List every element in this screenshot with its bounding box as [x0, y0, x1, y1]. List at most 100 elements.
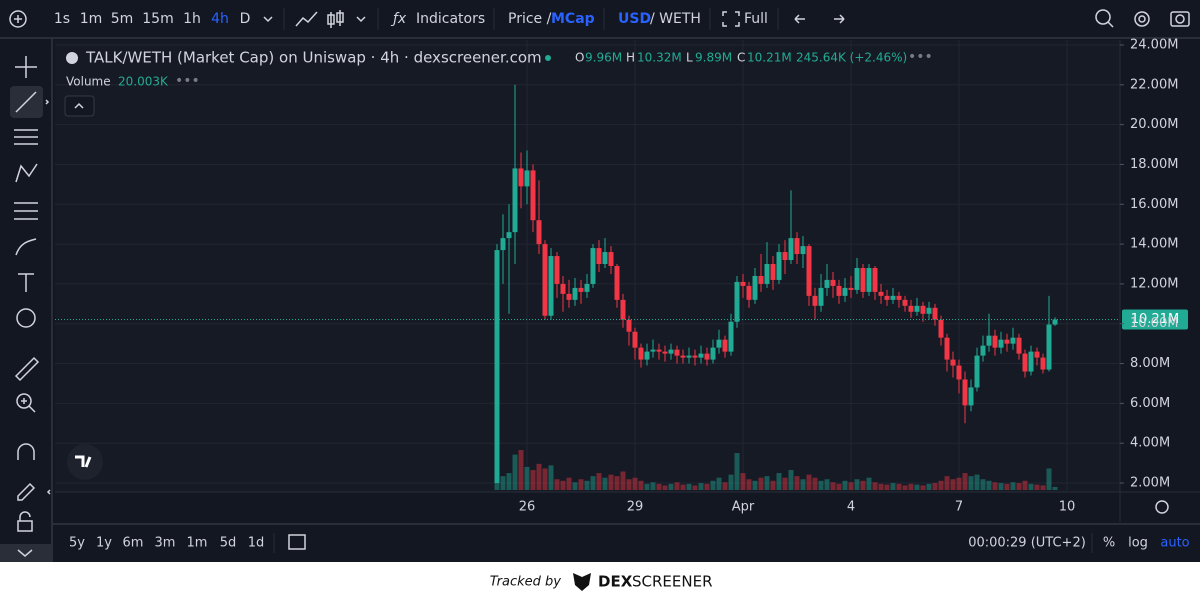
camera-icon[interactable]	[1170, 11, 1190, 27]
candle-body	[1034, 351, 1040, 358]
candle-body	[854, 267, 860, 290]
stay-drawing-tool[interactable]	[17, 482, 36, 501]
candle-body	[764, 264, 770, 284]
volume-bar	[962, 473, 968, 490]
interval-menu[interactable]	[263, 16, 273, 23]
volume-bar	[542, 468, 548, 490]
volume-bar	[896, 483, 902, 490]
candle-body	[1040, 357, 1046, 370]
range-button[interactable]: 5d	[220, 536, 237, 551]
emoji-tool[interactable]	[16, 308, 36, 328]
candle-body	[752, 275, 758, 300]
volume-bar	[698, 483, 704, 490]
brush-tool[interactable]	[15, 238, 37, 256]
goto-date-icon[interactable]	[288, 534, 306, 550]
volume-bar	[788, 470, 794, 490]
line-chart-icon[interactable]	[295, 11, 318, 27]
price-toggle[interactable]: Price /	[508, 11, 552, 27]
chart-type-menu[interactable]	[356, 16, 366, 23]
volume-bar	[998, 483, 1004, 490]
fullscreen[interactable]: Full	[744, 11, 768, 27]
zoom-tool[interactable]	[16, 393, 32, 409]
volume-bar	[518, 450, 524, 490]
undo[interactable]	[794, 14, 805, 24]
volume-bar	[920, 485, 926, 490]
lock-tool[interactable]	[17, 520, 33, 532]
range-button[interactable]: 3m	[155, 536, 176, 551]
candle-body	[1010, 337, 1016, 344]
zoom-plus	[21, 398, 36, 413]
close-label: C	[737, 51, 745, 65]
settings-icon[interactable]	[1134, 11, 1150, 27]
mcap-toggle[interactable]: MCap	[551, 11, 595, 27]
candle-body	[938, 319, 944, 338]
interval[interactable]: 4h	[211, 11, 229, 27]
volume-bar	[818, 480, 824, 490]
interval[interactable]: 1m	[80, 11, 103, 27]
volume-more[interactable]: •••	[175, 73, 200, 89]
candle-body	[908, 305, 914, 312]
plot-area	[55, 40, 1120, 492]
scale-option[interactable]: auto	[1160, 536, 1189, 551]
live-dot	[545, 55, 551, 61]
fullscreen-icon[interactable]	[722, 11, 740, 27]
range-button[interactable]: 1y	[96, 536, 112, 551]
y-tick-label: 6.00M	[1130, 396, 1170, 411]
candle-body	[530, 170, 536, 221]
range-button[interactable]: 1d	[248, 536, 265, 551]
volume-value: 20.003K	[118, 75, 169, 89]
collapse-legend[interactable]	[64, 95, 95, 117]
screenshot-search-icon[interactable]	[1095, 9, 1111, 25]
interval[interactable]: 15m	[142, 11, 173, 27]
volume-bar	[908, 483, 914, 490]
volume-bar	[1004, 483, 1010, 490]
volume-bar	[938, 480, 944, 490]
add-symbol-icon[interactable]	[9, 10, 27, 28]
candle-chart-icon[interactable]	[327, 10, 344, 28]
camera-lens	[1175, 14, 1185, 24]
legend-more[interactable]: •••	[908, 49, 933, 65]
fib-tool[interactable]	[14, 129, 38, 145]
range-button[interactable]: 5y	[69, 536, 85, 551]
axis-settings[interactable]	[1155, 500, 1169, 514]
collapse-arrows[interactable]	[45, 99, 51, 495]
volume-bar	[566, 477, 572, 490]
redo[interactable]	[834, 14, 845, 24]
prediction-tool[interactable]	[14, 202, 38, 220]
volume-bar	[680, 484, 686, 490]
candle-body	[794, 238, 800, 255]
indicators[interactable]: Indicators	[416, 11, 485, 27]
y-tick-label: 12.00M	[1130, 276, 1178, 291]
interval[interactable]: 5m	[111, 11, 134, 27]
bottom-bar: 00:00:29 (UTC+2) 5y 1y 6m 3m 1m 5d 1d% log auto	[69, 533, 1190, 553]
more-tools[interactable]	[17, 549, 33, 557]
crosshair-tool[interactable]	[15, 56, 37, 78]
pattern-tool[interactable]	[15, 163, 38, 183]
range-button[interactable]: 6m	[123, 536, 144, 551]
weth-toggle[interactable]: / WETH	[650, 11, 701, 27]
interval[interactable]: 1h	[183, 11, 201, 27]
low-value: 9.89M	[695, 51, 732, 65]
volume-bar	[932, 483, 938, 490]
trendline-tool[interactable]	[15, 91, 37, 113]
magnet-tool[interactable]	[17, 443, 35, 460]
last-price-tag	[1122, 309, 1188, 330]
text-tool[interactable]	[18, 273, 34, 292]
interval[interactable]: 1s	[54, 11, 70, 27]
candle-body	[986, 335, 992, 346]
candle-body	[992, 335, 998, 348]
scale-option[interactable]: log	[1128, 536, 1148, 551]
candle-body	[704, 353, 710, 360]
volume-bar	[980, 479, 986, 490]
candle-body	[896, 295, 902, 300]
candle-body	[902, 299, 908, 306]
volume-bar	[596, 473, 602, 490]
measure-tool[interactable]	[14, 356, 40, 382]
search-handle	[1107, 21, 1114, 28]
volume-bar	[548, 465, 554, 490]
interval[interactable]: D	[240, 11, 251, 27]
range-button[interactable]: 1m	[187, 536, 208, 551]
usd-toggle[interactable]: USD	[618, 11, 651, 27]
candle-body	[818, 287, 824, 306]
scale-option[interactable]: %	[1103, 536, 1115, 551]
